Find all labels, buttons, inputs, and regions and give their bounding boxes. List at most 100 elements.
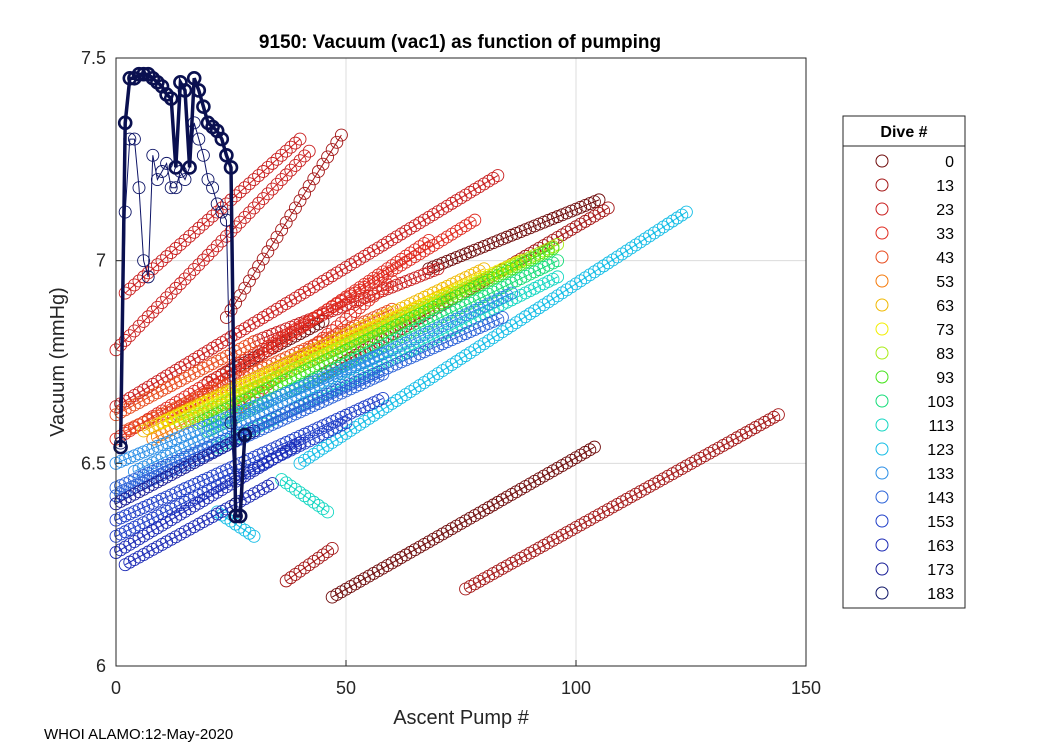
data-point: [224, 303, 238, 317]
data-point: [150, 300, 164, 314]
data-point: [518, 310, 532, 324]
data-point: [187, 225, 201, 239]
data-point: [293, 194, 307, 208]
data-point: [288, 201, 302, 215]
y-axis-label: Vacuum (mmHg): [47, 287, 69, 437]
data-point: [624, 241, 638, 255]
legend-label: 33: [936, 226, 954, 243]
series-dive-183-bold: [113, 66, 253, 524]
data-point: [288, 567, 302, 581]
legend-marker: [875, 346, 889, 360]
data-point: [532, 301, 546, 315]
data-point: [173, 238, 187, 251]
data-point: [592, 262, 606, 276]
data-point: [468, 343, 482, 357]
data-point: [431, 262, 445, 276]
data-point: [371, 268, 385, 282]
data-point: [127, 324, 141, 338]
data-point: [252, 169, 266, 182]
legend-label: 83: [936, 346, 954, 363]
data-point: [670, 211, 684, 225]
data-point: [413, 240, 427, 254]
data-point: [214, 131, 230, 147]
data-point: [127, 278, 141, 292]
legend-label: 13: [936, 178, 954, 195]
x-tick-label: 0: [111, 678, 121, 698]
series-line: [124, 483, 273, 566]
legend-marker: [875, 322, 889, 336]
legend-marker: [875, 250, 889, 264]
data-point: [137, 315, 151, 328]
data-point: [298, 318, 312, 332]
data-point: [440, 361, 454, 375]
legend-item: 173: [875, 562, 954, 579]
data-point: [146, 262, 160, 276]
data-point: [380, 262, 394, 276]
data-point: [311, 499, 325, 512]
data-point: [307, 447, 321, 461]
data-point: [206, 209, 220, 223]
data-point: [592, 193, 606, 207]
series-line: [115, 316, 503, 489]
data-point: [118, 286, 132, 300]
data-point: [362, 293, 376, 307]
y-tick-label: 6: [96, 656, 106, 676]
data-point: [436, 364, 450, 378]
data-point: [587, 265, 601, 279]
data-point: [587, 440, 601, 454]
legend-label: 73: [936, 322, 954, 339]
data-point: [288, 482, 302, 496]
data-point: [311, 444, 325, 458]
data-point: [477, 337, 491, 351]
series-dive-173: [109, 424, 261, 511]
series-line: [115, 349, 393, 464]
data-point: [408, 382, 422, 395]
data-point: [169, 181, 183, 195]
plot-frame: [115, 57, 807, 667]
data-point: [546, 292, 560, 306]
data-point: [307, 554, 321, 568]
data-point: [279, 476, 293, 490]
data-point: [298, 453, 312, 467]
data-point: [403, 246, 417, 260]
data-point: [771, 408, 785, 422]
data-point: [238, 181, 252, 195]
data-point: [601, 256, 615, 270]
legend-label: 0: [945, 154, 954, 171]
data-point: [293, 456, 307, 470]
data-point: [367, 409, 381, 422]
data-point: [256, 347, 270, 361]
data-point: [137, 270, 151, 284]
data-point: [311, 309, 325, 323]
data-point: [325, 299, 339, 313]
data-point: [201, 248, 215, 262]
data-point: [146, 148, 160, 162]
data-point: [247, 529, 261, 543]
data-point: [275, 173, 289, 187]
legend-marker: [875, 538, 889, 552]
data-point: [551, 270, 565, 284]
data-point: [206, 181, 220, 195]
data-point: [537, 298, 551, 312]
data-point: [284, 328, 298, 342]
data-point: [261, 187, 275, 201]
data-point: [279, 574, 293, 588]
data-point: [298, 489, 312, 503]
data-point: [233, 215, 247, 229]
legend-label: 23: [936, 202, 954, 219]
data-point: [173, 277, 187, 291]
data-point: [293, 564, 307, 578]
data-point: [500, 322, 514, 336]
footer-credit: WHOI ALAMO:12-May-2020: [44, 726, 234, 743]
data-point: [505, 319, 519, 333]
data-point: [357, 297, 371, 311]
legend-box: [842, 115, 966, 609]
x-axis-label: Ascent Pump #: [393, 707, 530, 729]
legend-item: 133: [875, 466, 954, 483]
data-point: [252, 259, 266, 273]
legend-items: 0 13 23 33 43 53 63 73 83 93 103 113 123 133 143 153 163…: [875, 154, 954, 603]
data-point: [491, 328, 505, 342]
data-point: [569, 277, 583, 291]
x-tick-label: 100: [561, 678, 591, 698]
data-point: [265, 340, 279, 354]
